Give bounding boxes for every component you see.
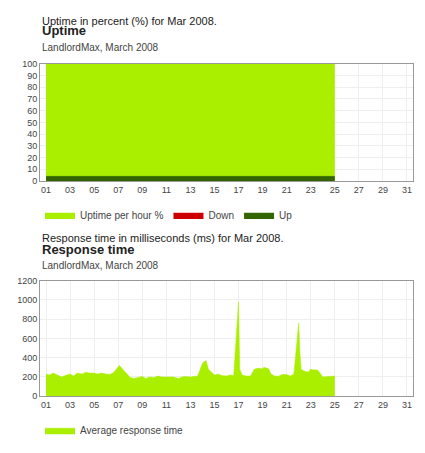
svg-text:1200: 1200: [17, 276, 37, 286]
svg-text:30: 30: [27, 141, 37, 151]
svg-text:10: 10: [27, 164, 37, 174]
svg-text:40: 40: [27, 129, 37, 139]
svg-text:21: 21: [282, 400, 292, 410]
svg-text:23: 23: [306, 185, 316, 195]
svg-text:Uptime in percent (%) for Mar: Uptime in percent (%) for Mar 2008.: [42, 15, 217, 27]
svg-text:600: 600: [22, 334, 37, 344]
svg-text:Up: Up: [279, 210, 292, 221]
svg-text:31: 31: [402, 400, 412, 410]
svg-text:100: 100: [22, 59, 37, 69]
svg-text:15: 15: [209, 185, 219, 195]
svg-text:25: 25: [330, 185, 340, 195]
svg-text:15: 15: [209, 400, 219, 410]
svg-text:200: 200: [22, 372, 37, 382]
svg-text:05: 05: [89, 400, 99, 410]
svg-text:13: 13: [185, 185, 195, 195]
svg-text:01: 01: [41, 400, 51, 410]
svg-text:01: 01: [41, 185, 51, 195]
svg-text:03: 03: [65, 400, 75, 410]
svg-text:LandlordMax, March 2008: LandlordMax, March 2008: [42, 260, 159, 271]
svg-text:11: 11: [162, 400, 171, 410]
svg-text:Response time: Response time: [42, 242, 134, 257]
svg-text:Uptime per hour %: Uptime per hour %: [80, 210, 163, 221]
svg-text:19: 19: [258, 400, 268, 410]
svg-text:17: 17: [234, 400, 244, 410]
svg-text:400: 400: [22, 353, 37, 363]
svg-text:Average response time: Average response time: [80, 425, 183, 436]
svg-text:11: 11: [162, 185, 171, 195]
svg-text:Uptime: Uptime: [42, 23, 86, 38]
svg-text:Response time in milliseconds: Response time in milliseconds (ms) for M…: [42, 232, 283, 244]
svg-text:19: 19: [258, 185, 268, 195]
svg-text:80: 80: [27, 82, 37, 92]
svg-text:29: 29: [378, 400, 388, 410]
svg-text:25: 25: [330, 400, 340, 410]
svg-text:60: 60: [27, 106, 37, 116]
svg-text:09: 09: [137, 185, 147, 195]
svg-text:03: 03: [65, 185, 75, 195]
svg-text:09: 09: [137, 400, 147, 410]
svg-text:05: 05: [89, 185, 99, 195]
svg-text:LandlordMax, March 2008: LandlordMax, March 2008: [42, 42, 159, 53]
svg-text:Down: Down: [208, 210, 234, 221]
svg-text:31: 31: [402, 185, 412, 195]
svg-text:0: 0: [32, 391, 37, 401]
svg-text:07: 07: [113, 400, 123, 410]
svg-text:23: 23: [306, 400, 316, 410]
svg-text:27: 27: [354, 400, 364, 410]
svg-text:1000: 1000: [17, 295, 37, 305]
svg-text:90: 90: [27, 71, 37, 81]
svg-text:20: 20: [27, 153, 37, 163]
svg-text:70: 70: [27, 94, 37, 104]
svg-text:0: 0: [32, 176, 37, 186]
svg-text:21: 21: [282, 185, 292, 195]
svg-text:50: 50: [27, 118, 37, 128]
svg-text:17: 17: [234, 185, 244, 195]
svg-text:800: 800: [22, 314, 37, 324]
svg-text:29: 29: [378, 185, 388, 195]
svg-text:27: 27: [354, 185, 364, 195]
svg-text:13: 13: [185, 400, 195, 410]
svg-text:07: 07: [113, 185, 123, 195]
